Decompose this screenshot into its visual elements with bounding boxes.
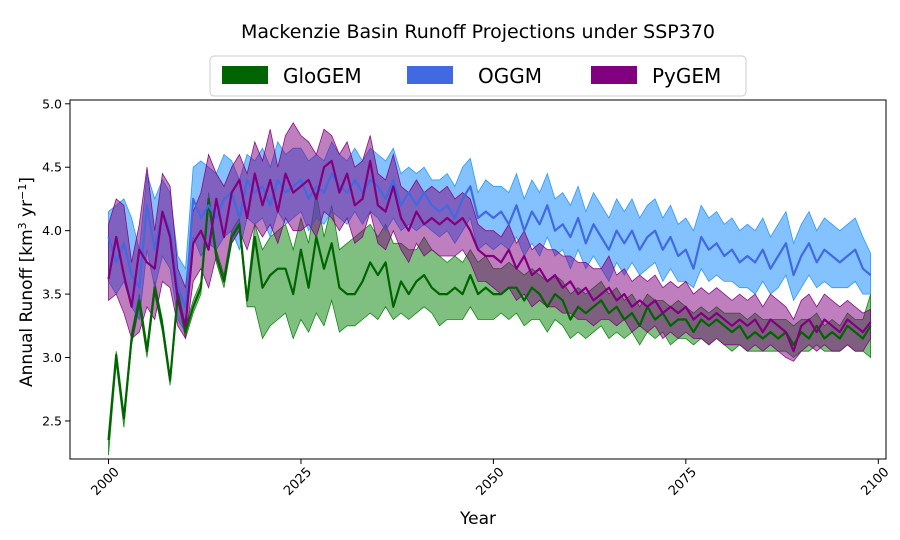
y-label-sup2: −1 (16, 184, 29, 200)
y-label-mid: yr (17, 200, 37, 222)
y-label-main: Annual Runoff [km (17, 229, 37, 387)
x-axis-label: Year (459, 509, 496, 529)
legend-swatch-glogem (222, 66, 268, 84)
y-axis-label: Annual Runoff [km3 yr−1] (16, 177, 37, 387)
y-axis: 2.5 3.0 3.5 4.0 4.5 5.0 (42, 96, 70, 428)
y-tick-label: 3.5 (42, 287, 62, 302)
y-tick-label: 4.0 (42, 223, 62, 238)
y-tick-label: 5.0 (42, 96, 62, 111)
y-label-sup1: 3 (16, 222, 29, 229)
plot-frame (69, 99, 887, 460)
x-tick-label: 2075 (666, 465, 700, 499)
x-tick-label: 2100 (858, 465, 892, 499)
x-tick-label: 2025 (281, 465, 315, 499)
y-tick-label: 4.5 (42, 160, 62, 175)
y-tick-label: 2.5 (42, 413, 62, 428)
legend-label-pygem: PyGEM (652, 64, 721, 88)
x-axis: 2000 2025 2050 2075 2100 (89, 459, 892, 499)
legend: GloGEM OGGM PyGEM (209, 55, 747, 97)
y-tick-label: 3.0 (42, 350, 62, 365)
oggm-median-line (107, 172, 872, 308)
legend-label-oggm: OGGM (478, 64, 542, 88)
x-tick-label: 2000 (89, 465, 123, 499)
glogem-median-line (107, 197, 872, 441)
legend-swatch-oggm (407, 66, 453, 84)
chart-title: Mackenzie Basin Runoff Projections under… (241, 21, 715, 43)
x-tick-label: 2050 (474, 465, 508, 499)
legend-swatch-pygem (591, 66, 637, 84)
y-label-end: ] (17, 177, 37, 184)
pygem-median-line (107, 159, 872, 353)
legend-label-glogem: GloGEM (283, 64, 362, 88)
